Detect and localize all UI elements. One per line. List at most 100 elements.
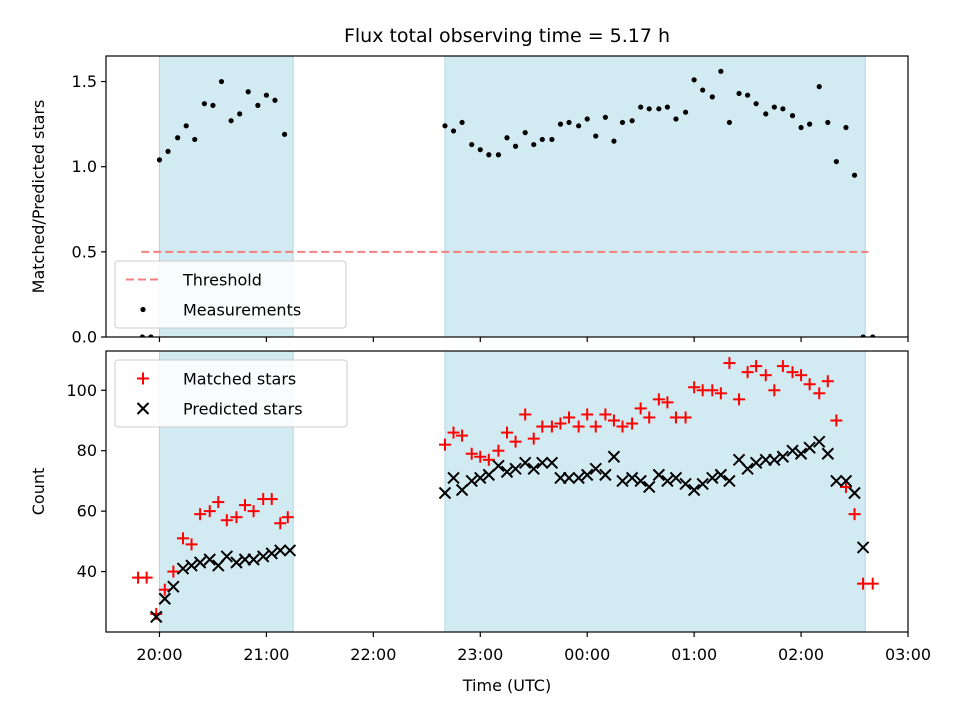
x-tick-label: 21:00 [243, 645, 289, 664]
data-point [150, 610, 163, 624]
data-point [741, 366, 754, 379]
data-point [839, 480, 852, 493]
data-point [500, 465, 514, 479]
legend-box [114, 260, 347, 329]
data-point [263, 92, 269, 98]
data-point [580, 468, 594, 482]
data-point [245, 89, 251, 95]
data-point [566, 119, 572, 126]
data-point [839, 474, 853, 488]
data-point [274, 544, 287, 557]
data-point [776, 360, 789, 373]
axes-frame [105, 350, 909, 633]
data-point [158, 583, 171, 596]
data-point [584, 116, 590, 122]
data-point [247, 505, 260, 518]
data-point [860, 334, 866, 337]
data-point [455, 483, 469, 497]
legend-marker [140, 306, 146, 313]
data-point [465, 474, 478, 488]
data-point [176, 532, 189, 545]
data-point [789, 113, 796, 119]
data-point [599, 408, 612, 421]
data-point [438, 486, 452, 500]
data-point [593, 133, 599, 139]
data-point [486, 152, 492, 158]
data-point [607, 414, 620, 427]
legend: Threshold Measurements [114, 260, 347, 329]
data-point [459, 119, 465, 126]
data-point [714, 387, 727, 400]
data-point [581, 408, 594, 421]
data-point [856, 541, 870, 554]
data-point [607, 450, 621, 463]
plot-area [132, 357, 879, 624]
data-point [192, 136, 198, 143]
data-point [265, 493, 278, 506]
data-point [706, 384, 719, 397]
data-point [664, 104, 671, 110]
data-point [656, 106, 662, 112]
data-point [753, 101, 759, 107]
data-point [776, 450, 790, 463]
data-point [531, 141, 537, 148]
y-axis-label: Count [29, 468, 48, 516]
data-point [509, 435, 522, 448]
legend-marker [137, 372, 149, 385]
data-point [140, 571, 153, 584]
data-point [733, 393, 746, 406]
data-point [183, 123, 189, 129]
data-point [833, 158, 839, 165]
series-0 [139, 68, 876, 337]
data-point [519, 408, 532, 421]
data-point [803, 378, 816, 391]
data-point [851, 172, 858, 178]
data-point [813, 435, 826, 448]
data-point [816, 84, 822, 90]
data-point [447, 426, 460, 439]
data-point [504, 135, 510, 141]
legend-label: Measurements [183, 301, 301, 320]
data-point [741, 462, 754, 476]
data-point [709, 94, 715, 100]
data-point [830, 414, 843, 427]
y-tick-label: 60 [77, 502, 97, 521]
data-point [786, 444, 799, 457]
data-point [830, 474, 843, 488]
data-point [803, 441, 816, 454]
data-point [626, 417, 639, 430]
data-point [848, 486, 861, 500]
data-point [807, 121, 813, 127]
data-point [495, 152, 502, 158]
data-point [201, 101, 207, 107]
data-point [843, 124, 849, 131]
x-tick-label: 23:00 [457, 645, 503, 664]
data-point [139, 334, 145, 337]
x-tick-label: 20:00 [136, 645, 182, 664]
data-point [482, 453, 495, 466]
data-point [638, 104, 644, 110]
data-point [176, 562, 190, 575]
data-point [634, 402, 647, 415]
data-point [673, 116, 679, 122]
data-point [230, 556, 243, 569]
data-point [798, 124, 804, 131]
data-point [255, 102, 261, 108]
data-point [447, 471, 460, 485]
data-point [474, 450, 487, 463]
data-point [256, 550, 270, 563]
x-axis-label: Time (UTC) [462, 676, 551, 695]
data-point [281, 131, 288, 137]
data-point [572, 420, 585, 433]
plot-area [139, 68, 876, 337]
data-point [706, 471, 719, 485]
data-point [643, 480, 656, 494]
data-point [679, 411, 692, 424]
data-point [549, 136, 555, 143]
data-point [589, 420, 602, 433]
data-point [759, 369, 772, 382]
data-point [442, 123, 448, 129]
x-tick-label: 00:00 [564, 645, 610, 664]
x-tick-label: 03:00 [885, 645, 931, 664]
x-tick-label: 22:00 [350, 645, 396, 664]
